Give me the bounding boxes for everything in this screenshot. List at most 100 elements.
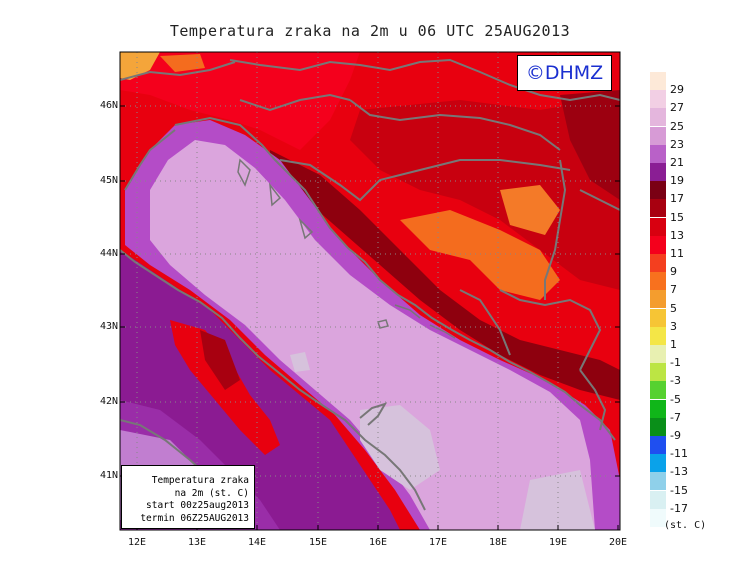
legend-tick-label: 13 [670,228,684,242]
info-box: Temperatura zraka na 2m (st. C) start 00… [121,465,255,529]
land-orange-alps [160,54,205,72]
map-title: Temperatura zraka na 2m u 06 UTC 25AUG20… [169,22,571,40]
legend-swatch [650,254,666,272]
land-deep-red-east [560,90,620,200]
legend-tick-label: -17 [670,501,688,515]
legend-swatch [650,163,666,181]
lon-label-18e: 18E [488,537,508,548]
border-south-dalmatia [459,289,511,356]
border-slovenia [239,93,351,112]
legend-swatch [650,126,666,145]
coastline-italy [120,129,426,511]
legend-tick-label: 1 [670,338,677,351]
lat-label-45n: 45N [99,175,118,186]
sea-light-patch-2 [520,470,595,530]
legend-swatch [650,472,666,491]
legend-swatch [650,199,666,218]
legend-tick-label: 27 [670,101,684,115]
dhmz-logo: ©DHMZ [517,55,612,91]
border-bosnia-serbia [544,159,567,300]
lat-label-44n: 44N [99,248,118,259]
legend-swatch [650,217,666,236]
land-dark-red-dinaric [270,150,620,400]
legend-tick-label: -9 [670,429,681,442]
coastline-east [174,116,616,441]
legend-swatch [650,308,666,327]
legend-tick-label: -15 [670,483,688,497]
lon-label-13e: 13E [187,537,207,548]
land-orange-north-italy [120,52,160,80]
sea-light-patch [360,405,440,490]
legend-swatch [650,454,666,473]
legend-tick-label: 3 [670,319,677,333]
legend-tick-label: 19 [670,174,684,188]
legend-swatch [650,490,666,509]
legend-swatch [650,417,666,436]
lon-label-17e: 17E [428,537,448,548]
legend-tick-label: 15 [670,210,684,224]
legend-swatch [650,90,666,109]
legend-tick-label: 11 [670,247,684,260]
land-italy-red-core-2 [200,330,240,390]
legend-swatch [650,72,666,90]
legend-tick-label: 7 [670,283,677,297]
legend-tick-label: 29 [670,83,684,97]
legend-swatch [650,290,666,309]
info-line-4: termin 06Z25AUG2013 [140,512,249,524]
info-line-3: start 00z25aug2013 [146,500,249,511]
lon-label-12e: 12E [127,537,147,548]
lon-label-14e: 14E [247,537,267,548]
land-orange-serbia [500,185,560,235]
lat-label-46n: 46N [99,100,118,111]
legend-swatch [650,181,666,200]
legend-swatch [650,363,666,382]
info-line-1: Temperatura zraka [151,475,249,486]
legend-tick-label: 25 [670,119,684,133]
legend-tick-label: 23 [670,137,684,151]
legend-tick-label: -3 [670,374,681,388]
sea-adriatic [150,140,595,530]
legend-swatch [650,108,666,127]
lon-label-15e: 15E [308,537,328,548]
border-croatia-north [349,99,561,151]
legend-tick-label: -5 [670,392,681,406]
islands-kvarner [237,158,314,240]
land-dark-red-pannonia [350,90,620,290]
legend-tick-label: 9 [670,265,677,279]
legend-swatch [650,381,666,400]
legend-swatch [650,345,666,363]
legend-tick-label: -1 [670,356,681,370]
legend-tick-label: 5 [670,301,677,315]
map-frame [119,51,621,531]
sea-light-patch-3 [290,352,310,372]
island-small [377,319,389,329]
border-croatia-bosnia [279,159,571,202]
lat-label-41n: 41N [99,470,118,481]
info-line-2: na 2m (st. C) [174,487,249,499]
legend-tick-label: -13 [670,465,688,479]
lat-label-42n: 42N [99,396,118,407]
legend-swatch [650,436,666,454]
legend-swatch [650,235,666,254]
legend-swatch [650,272,666,291]
legend-swatch [650,326,666,345]
border-north [229,58,620,102]
legend-swatch [650,399,666,418]
lon-label-16e: 16E [368,537,388,548]
coastline-gargano [359,402,388,426]
legend-swatch [650,144,666,163]
border-montenegro [499,289,602,371]
lat-label-43n: 43N [99,321,118,332]
border-italy-north [120,61,236,81]
lon-label-20e: 20E [608,537,628,548]
graticule [120,52,620,530]
legend-tick-label: 17 [670,192,684,206]
legend-tick-label: 21 [670,156,684,169]
border-albania [579,369,607,431]
land-orange-bosnia [400,210,560,300]
legend-tick-label: -7 [670,410,681,424]
border-serbia-east [579,189,620,211]
lon-label-19e: 19E [548,537,568,548]
legend-swatch [650,508,666,527]
